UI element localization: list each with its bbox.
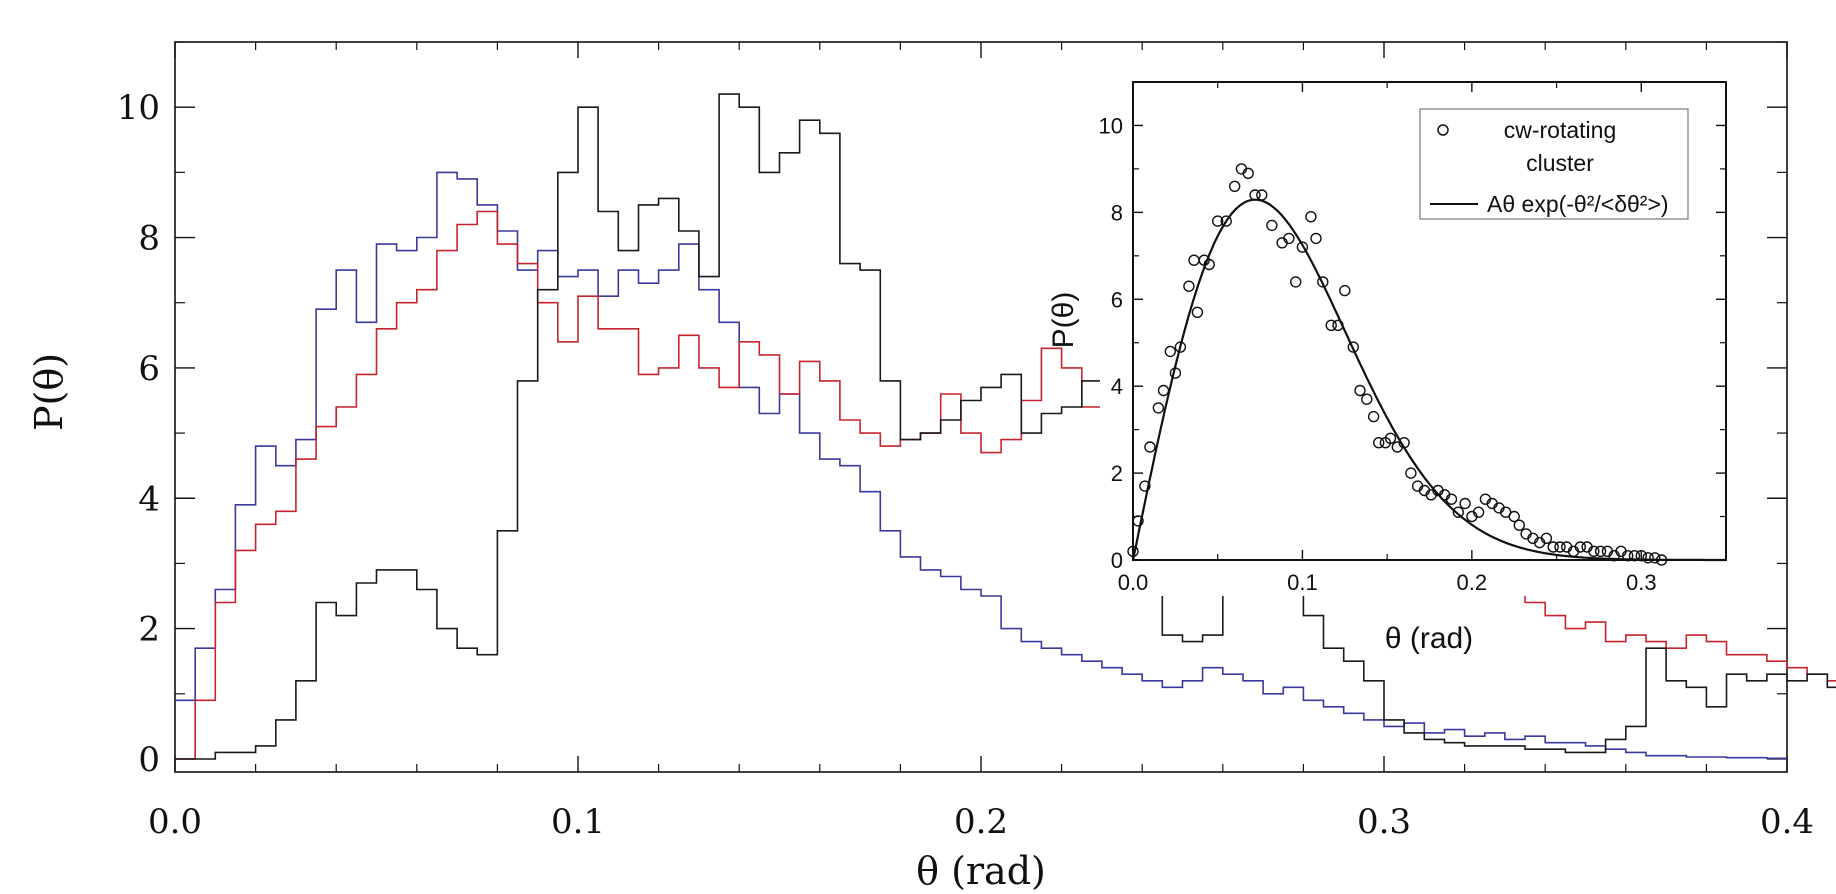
inset-series-group <box>1127 163 1726 566</box>
inset-y-tick-label: 4 <box>1111 374 1123 399</box>
inset-data-point <box>1594 545 1607 557</box>
main-x-axis-title: θ (rad) <box>916 849 1046 893</box>
inset-y-tick-label: 0 <box>1111 548 1123 573</box>
inset-data-point <box>1203 258 1215 271</box>
inset-x-tick-label: 0.0 <box>1118 570 1149 595</box>
inset-data-point <box>1588 545 1600 557</box>
main-y-tick-label: 8 <box>138 219 160 259</box>
inset-data-point <box>1220 215 1232 227</box>
inset-data-point <box>1174 341 1187 353</box>
main-y-tick-label: 6 <box>138 349 160 389</box>
inset-fit-curve <box>1131 198 1726 562</box>
inset-data-point <box>1574 541 1587 553</box>
inset-data-point <box>1242 167 1254 180</box>
inset-data-point <box>1452 506 1465 518</box>
main-ticks <box>174 41 1788 772</box>
inset-x-axis-title: θ (rad) <box>1385 622 1473 655</box>
inset-y-tick-label: 8 <box>1111 200 1123 225</box>
inset-tick-labels: 0.0 0.1 0.2 0.3 0 2 4 6 8 10 <box>1099 113 1657 595</box>
inset-data-point <box>1655 554 1668 566</box>
legend-label-cluster: cluster <box>1526 150 1594 176</box>
inset-data-point <box>1405 467 1417 479</box>
legend-label-fit: Aθ exp(-θ²/<δθ²>) <box>1487 191 1669 217</box>
inset-y-axis-title: P(θ) <box>1047 292 1080 349</box>
inset-data-point <box>1540 532 1553 544</box>
inset-plot-frame <box>1132 81 1727 561</box>
inset-y-tick-label: 6 <box>1111 287 1123 312</box>
inset-data-point <box>1642 552 1654 564</box>
inset-legend: cw-rotating cluster Aθ exp(-θ²/<δθ²>) <box>1419 108 1689 220</box>
inset-data-point <box>1132 515 1144 527</box>
inset-data-point <box>1621 550 1634 562</box>
inset-data-point <box>1169 367 1182 379</box>
inset-data-point <box>1398 437 1410 449</box>
legend-box <box>1419 108 1689 220</box>
inset-data-point <box>1305 210 1317 223</box>
inset-data-point <box>1164 345 1177 358</box>
inset-data-point <box>1332 319 1344 331</box>
inset-data-point <box>1228 180 1241 193</box>
inset-x-tick-label: 0.2 <box>1457 570 1488 595</box>
main-x-tick-label: 0.4 <box>1760 802 1814 842</box>
inset-data-point <box>1191 306 1204 318</box>
inset-data-point <box>1508 510 1520 523</box>
inset-data-point <box>1384 432 1397 444</box>
inset-data-point <box>1139 480 1151 492</box>
legend-label-cw-rotating: cw-rotating <box>1504 117 1616 143</box>
main-x-tick-label: 0.3 <box>1357 802 1411 842</box>
main-tick-labels: 0.0 0.1 0.2 0.3 0.4 0 2 4 6 8 10 <box>117 88 1814 842</box>
inset-x-tick-label: 0.3 <box>1626 570 1657 595</box>
inset-data-point <box>1283 232 1295 245</box>
inset-data-point <box>1152 402 1165 414</box>
inset-data-point <box>1445 493 1458 505</box>
main-x-tick-label: 0.2 <box>954 802 1008 842</box>
inset-data-point <box>1325 319 1337 331</box>
inset-data-point <box>1256 189 1268 201</box>
inset-data-point <box>1547 541 1559 553</box>
inset-data-point <box>1513 519 1526 531</box>
main-y-axis-title: P(θ) <box>27 353 71 431</box>
inset-data-point <box>1554 541 1566 553</box>
inset-y-tick-label: 2 <box>1111 461 1123 486</box>
inset-data-point <box>1296 241 1309 253</box>
inset-data-point <box>1289 276 1302 288</box>
inset-data-point <box>1183 280 1195 292</box>
inset-data-point <box>1339 284 1351 297</box>
inset-data-point <box>1354 384 1366 397</box>
inset-data-point <box>1157 384 1170 397</box>
main-y-tick-label: 4 <box>138 479 160 519</box>
inset-data-point <box>1459 497 1471 510</box>
inset-data-point <box>1472 506 1485 518</box>
inset-data-point <box>1266 219 1278 232</box>
inset-data-point <box>1144 441 1156 453</box>
inset-data-point <box>1635 550 1648 562</box>
inset-data-point <box>1211 215 1224 227</box>
inset-plot: 0.0 0.1 0.2 0.3 0 2 4 6 8 10 θ (rad) P(θ) cw-rota… <box>1047 64 1740 655</box>
main-y-tick-label: 0 <box>138 740 160 780</box>
inset-data-point <box>1628 550 1641 562</box>
inset-x-tick-label: 0.1 <box>1287 570 1318 595</box>
histogram-series-black <box>175 93 1836 760</box>
inset-data-point <box>1649 552 1661 564</box>
inset-data-point <box>1372 437 1385 449</box>
legend-marker-circle <box>1437 124 1449 136</box>
inset-data-point <box>1249 189 1261 201</box>
inset-data-point <box>1310 232 1322 245</box>
main-y-tick-label: 10 <box>117 88 160 128</box>
inset-data-point <box>1127 545 1139 557</box>
main-x-tick-label: 0.0 <box>148 802 202 842</box>
inset-data-point <box>1367 410 1380 423</box>
main-x-tick-label: 0.1 <box>551 802 605 842</box>
histogram-series-blue <box>175 171 1787 760</box>
inset-y-tick-label: 10 <box>1099 113 1123 138</box>
main-y-tick-label: 2 <box>138 610 160 650</box>
inset-data-point <box>1361 393 1373 405</box>
inset-data-point <box>1317 276 1329 288</box>
inset-data-point <box>1347 341 1360 353</box>
